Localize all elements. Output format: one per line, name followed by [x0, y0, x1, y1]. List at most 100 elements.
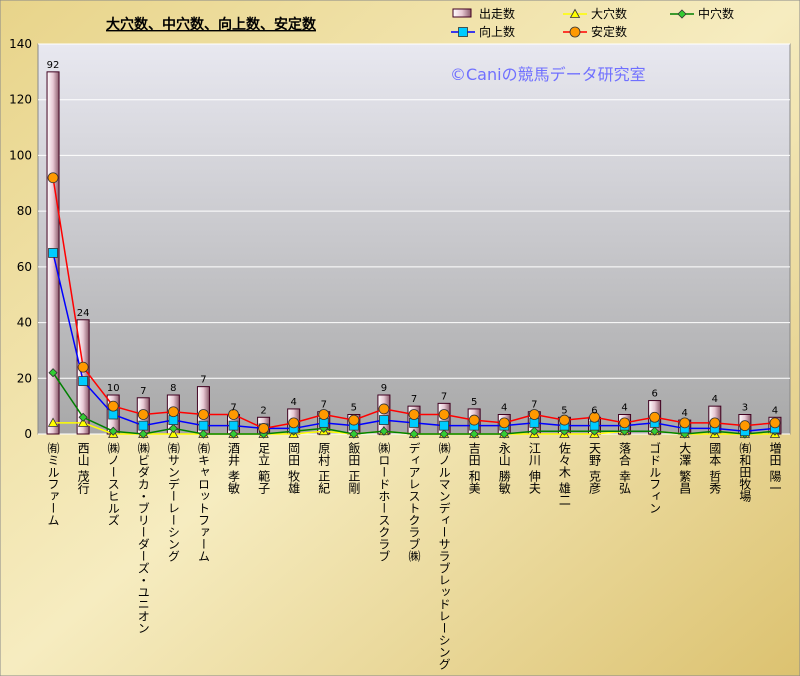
point [408, 409, 420, 420]
y-tick-label: 60 [17, 260, 32, 274]
point [679, 417, 691, 429]
x-tick-label: ㈱ビダカ・ブリーダーズ・ユニオン [136, 442, 150, 634]
point [77, 361, 89, 373]
legend-marker [677, 9, 687, 19]
data-label: 9 [381, 383, 387, 394]
y-tick-label: 20 [17, 371, 32, 385]
x-tick-label: ㈲サンデーレーシング [166, 442, 180, 562]
point [468, 414, 480, 426]
data-label: 7 [321, 400, 327, 411]
data-label: 7 [441, 391, 447, 402]
data-label: 4 [501, 403, 507, 414]
x-tick-label: ディアレストクラブ㈱ [407, 442, 421, 562]
y-tick-label: 140 [9, 37, 32, 51]
point [739, 420, 751, 432]
y-tick-label: 120 [9, 93, 32, 107]
point [168, 428, 179, 438]
data-label: 4 [290, 397, 296, 408]
data-label: 6 [651, 389, 657, 400]
x-tick-label: 足立 範子 [257, 442, 271, 494]
point [138, 429, 148, 439]
point [48, 368, 58, 378]
data-label: 5 [351, 403, 357, 414]
point [107, 400, 119, 412]
data-label: 4 [712, 394, 718, 405]
point [48, 248, 58, 258]
watermark: ©Caniの競馬データ研究室 [450, 65, 646, 84]
point [318, 409, 330, 420]
x-tick-label: 増田 陽一 [768, 442, 782, 494]
point [198, 420, 209, 431]
plot-area [37, 43, 791, 435]
data-label: 4 [621, 403, 627, 414]
point [709, 417, 721, 429]
point [649, 411, 661, 423]
x-tick-label: 天野 克彦 [587, 442, 601, 494]
x-tick-label: ㈱ノースヒルズ [106, 442, 120, 526]
data-label: 24 [77, 308, 90, 319]
x-tick-label: ㈱ノルマンディーサラブレッドレーシング [437, 442, 451, 670]
point [108, 426, 118, 436]
x-tick-label: 西山 茂行 [76, 442, 90, 494]
point [529, 426, 539, 436]
point [78, 376, 89, 386]
x-tick-label: ㈲ミルファーム [46, 442, 60, 526]
point [379, 415, 389, 425]
point [47, 172, 59, 184]
data-label: 8 [170, 383, 176, 394]
y-tick-label: 40 [17, 316, 32, 330]
point [138, 420, 149, 431]
data-label: 4 [682, 408, 688, 419]
point [619, 417, 630, 429]
point [167, 406, 179, 418]
data-label: 7 [230, 403, 236, 414]
legend-label: 中穴数 [698, 6, 734, 21]
point [528, 409, 540, 420]
point [379, 426, 389, 436]
x-tick-label: ゴドルフィン [648, 441, 662, 514]
data-label: 4 [772, 405, 778, 416]
point [78, 412, 88, 422]
data-label: 7 [411, 394, 417, 405]
x-tick-label: 落合 幸弘 [618, 442, 632, 494]
point [439, 420, 449, 431]
y-tick-label: 100 [9, 148, 32, 162]
legend-label: 向上数 [479, 24, 515, 39]
x-tick-label: 江川 伸夫 [527, 442, 541, 495]
point [589, 411, 600, 423]
y-tick-label: 0 [24, 427, 32, 441]
point [499, 429, 509, 439]
point [198, 429, 209, 439]
point [409, 429, 419, 439]
data-label: 5 [471, 397, 477, 408]
point [498, 417, 510, 429]
point [559, 414, 570, 426]
x-tick-label: 酒井 孝敏 [227, 442, 241, 494]
point [469, 429, 479, 439]
data-label: 10 [107, 383, 120, 394]
point [650, 426, 660, 436]
point [228, 409, 239, 420]
legend-label: 安定数 [591, 24, 627, 39]
legend-marker [569, 26, 581, 38]
data-label: 7 [531, 400, 537, 411]
point [349, 429, 359, 439]
x-tick-label: 原村 正紀 [317, 442, 331, 494]
x-tick-label: 永山 勝敏 [497, 442, 511, 494]
point [198, 409, 209, 420]
x-tick-label: 大澤 繁昌 [678, 442, 692, 494]
x-tick-label: ㈱ロードホースクラブ [377, 442, 391, 562]
point [769, 417, 781, 429]
data-label: 92 [47, 60, 60, 71]
x-tick-label: 佐々木 雄二 [557, 442, 571, 506]
legend-marker [569, 8, 581, 18]
point [378, 403, 390, 415]
point [47, 417, 59, 427]
legend-marker [458, 27, 468, 37]
point [258, 423, 270, 434]
point [438, 409, 450, 420]
data-label: 6 [591, 405, 597, 416]
point [168, 423, 178, 433]
